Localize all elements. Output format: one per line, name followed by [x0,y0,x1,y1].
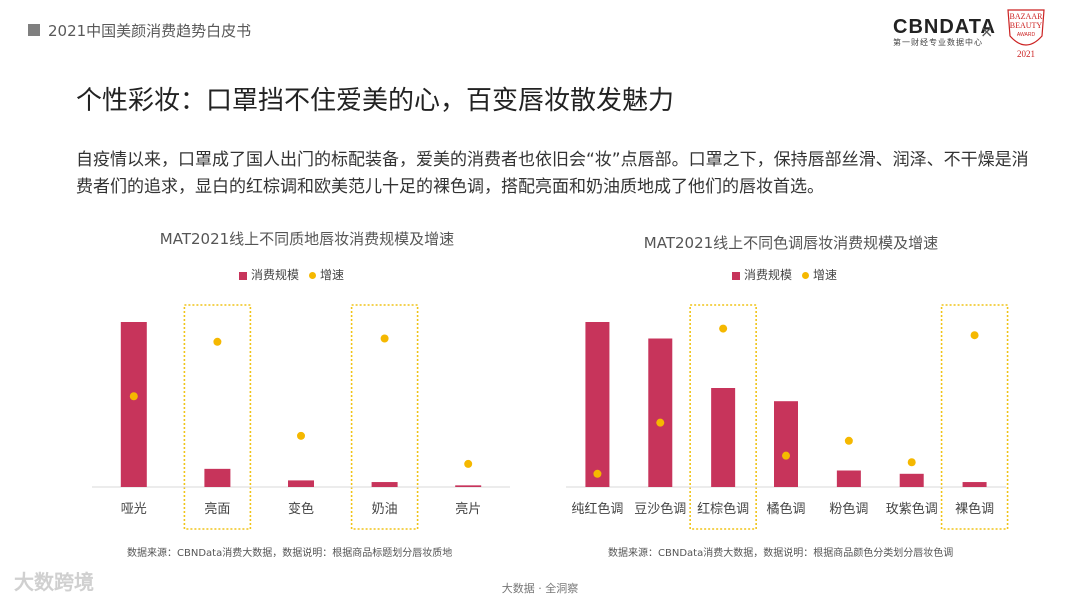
bar [455,485,482,487]
legend-bar-label: 消费规模 [251,268,300,282]
legend-dot-label: 增速 [320,268,345,282]
chart-plot: 纯红色调 豆沙色调 红棕色调 橘色调 粉色调 玫紫色调 裸色调 [566,304,1009,530]
bar [962,482,987,487]
growth-point [593,469,602,478]
bar [120,322,147,487]
growth-point [297,431,305,440]
category-label: 哑光 [121,502,147,517]
chart-legend: 消费规模 增速 [239,266,344,283]
growth-point [464,459,473,468]
highlight-box [689,304,757,530]
bazaar-top: BAZAAR [1010,12,1044,21]
bazaar-year: 2021 [1017,49,1035,59]
category-label: 橘色调 [766,501,805,517]
logo-times: × [980,22,994,41]
highlight-box [183,304,252,530]
bazaar-mid: BEAUTY [1010,21,1043,30]
category-label: 奶油 [372,502,398,517]
legend-bar-label: 消费规模 [744,268,793,282]
highlight-box [350,304,419,530]
growth-point [129,392,138,401]
cbndata-logo-main: CBNDATA [893,16,996,38]
category-label: 红棕色调 [697,501,749,517]
bazaar-beauty-award-logo: BAZAAR BEAUTY AWARD 2021 [1007,9,1045,59]
report-title: 2021中国美颜消费趋势白皮书 [48,22,252,40]
bar [774,401,798,487]
category-label: 裸色调 [955,501,994,517]
bar [288,480,314,487]
slide-paragraph: 自疫情以来，口罩成了国人出门的标配装备，爱美的消费者也依旧会“妆”点唇部。口罩之… [76,150,1029,197]
legend-dot-label: 增速 [813,268,838,282]
category-label: 变色 [288,501,314,517]
growth-point [656,418,665,427]
chart-title: MAT2021线上不同色调唇妆消费规模及增速 [643,234,939,252]
chart-texture: MAT2021线上不同质地唇妆消费规模及增速 消费规模 增速 哑光 亮面 变色 奶油 亮片… [92,228,522,559]
bar [585,322,610,487]
bar [899,473,924,487]
watermark: 大数跨境 [14,570,94,594]
bar [711,388,736,487]
chart-legend: 消费规模 增速 [732,266,837,283]
bar [836,470,861,487]
legend-bar-swatch [239,271,247,280]
bar [371,482,398,487]
chart-source: 数据来源：CBNData消费大数据，数据说明：根据商品标题划分唇妆质地 [127,548,453,559]
growth-point [380,334,389,343]
bar [648,338,673,487]
category-label: 玫紫色调 [886,501,938,517]
highlight-box [940,304,1009,530]
header-square-icon [28,24,40,36]
legend-dot-swatch [309,272,317,279]
chart-plot: 哑光 亮面 变色 奶油 亮片 [92,304,510,530]
category-label: 亮面 [204,501,230,517]
chart-tone: MAT2021线上不同色调唇妆消费规模及增速 消费规模 增速 纯红色调 豆沙色调 红棕… [566,228,1016,559]
category-label: 粉色调 [829,501,868,517]
growth-point [782,451,790,460]
footer-tagline: 大数据 · 全洞察 [501,582,579,595]
legend-bar-swatch [732,271,740,280]
cbndata-logo: CBNDATA 第一财经专业数据中心 [893,16,996,48]
chart-title: MAT2021线上不同质地唇妆消费规模及增速 [159,230,455,248]
growth-point [213,337,222,346]
cbndata-logo-sub: 第一财经专业数据中心 [893,38,983,47]
growth-point [719,324,728,333]
bar [204,468,231,487]
legend-dot-swatch [802,272,810,279]
growth-point [970,331,979,340]
growth-point [907,458,916,467]
bazaar-award: AWARD [1017,32,1036,38]
chart-source: 数据来源：CBNData消费大数据，数据说明：根据商品颜色分类划分唇妆色调 [608,548,954,559]
category-label: 亮片 [455,501,481,517]
category-label: 纯红色调 [571,501,623,517]
category-label: 豆沙色调 [634,501,686,517]
slide-title: 个性彩妆：口罩挡不住爱美的心，百变唇妆散发魅力 [76,86,675,116]
growth-point [844,436,853,445]
